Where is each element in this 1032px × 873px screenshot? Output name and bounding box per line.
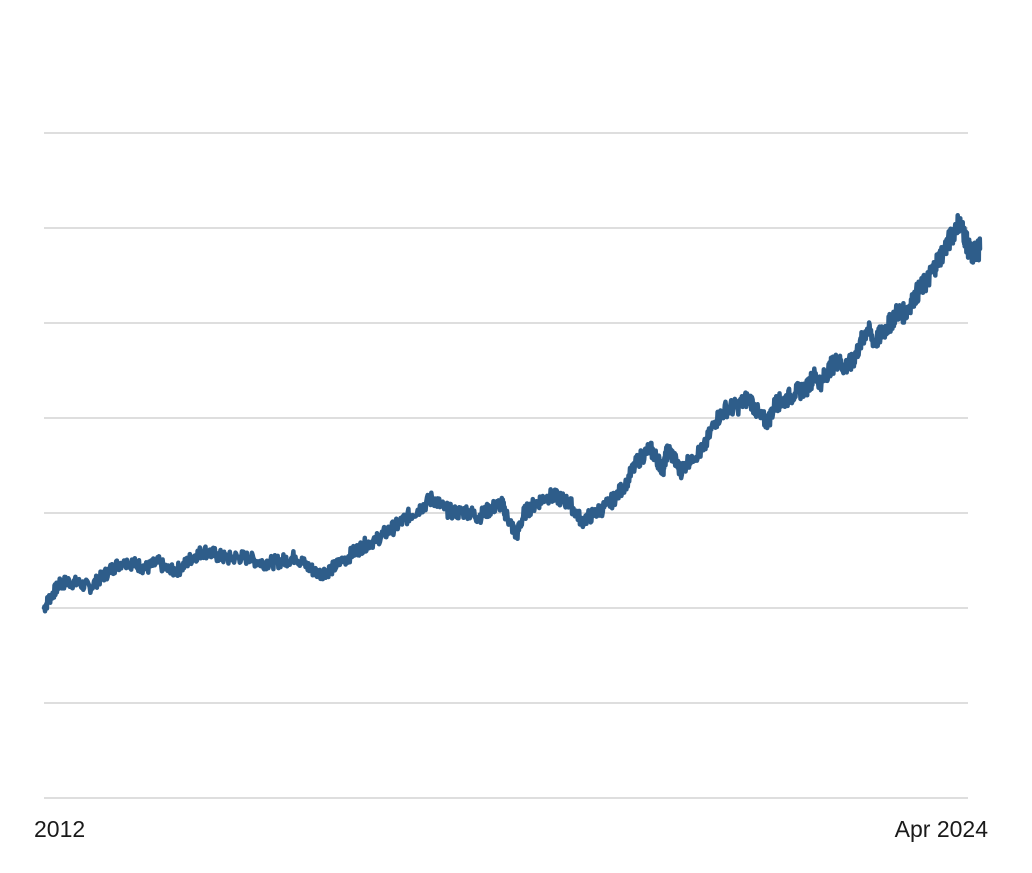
gridlines bbox=[44, 132, 968, 799]
x-tick-label-end: Apr 2024 bbox=[895, 816, 989, 842]
series-layer bbox=[41, 213, 983, 614]
x-tick-label-start: 2012 bbox=[34, 816, 85, 842]
series-line bbox=[41, 213, 983, 614]
